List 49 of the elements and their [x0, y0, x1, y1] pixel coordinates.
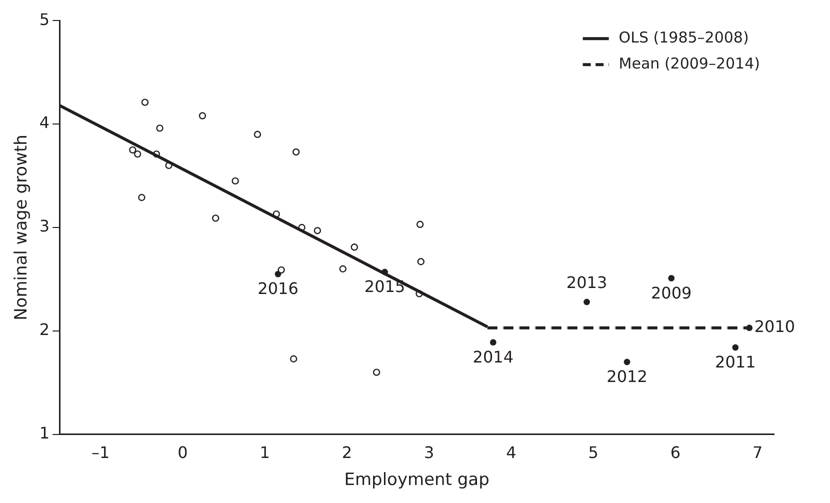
point	[416, 220, 424, 228]
annotation: 2016	[258, 279, 298, 298]
y-tick-label: 4	[39, 113, 50, 132]
point	[372, 368, 380, 376]
x-tick-label: 1	[260, 443, 270, 462]
x-tick-label: 3	[424, 443, 434, 462]
point	[417, 258, 424, 266]
annotation: 2009	[650, 283, 692, 302]
point	[134, 150, 142, 158]
legend-label: Mean (2009–2014)	[618, 54, 760, 72]
point	[198, 112, 206, 120]
point	[138, 194, 146, 202]
point	[668, 274, 675, 282]
point	[212, 214, 220, 222]
point	[232, 177, 239, 185]
point	[141, 98, 149, 106]
x-tick-label: 2	[342, 443, 352, 462]
annotation: 2013	[566, 273, 608, 292]
point	[292, 148, 300, 156]
point	[129, 146, 136, 154]
annotation: 2012	[606, 367, 648, 386]
annotation: 2015	[364, 277, 406, 296]
point	[490, 339, 496, 346]
x-tick-label: –1	[92, 443, 110, 462]
point	[254, 130, 262, 138]
point	[290, 355, 298, 362]
point	[732, 344, 739, 351]
point	[339, 265, 346, 272]
y-tick-label: 5	[39, 10, 50, 29]
x-tick-label: 0	[178, 443, 188, 462]
point	[278, 266, 285, 274]
y-tick-label: 3	[39, 216, 50, 236]
x-tick-label: 4	[506, 443, 516, 462]
point	[350, 244, 358, 251]
x-tick-label: 6	[670, 443, 681, 462]
point	[624, 358, 630, 366]
y-tick-label: 2	[39, 320, 50, 340]
annotation: 2011	[715, 352, 756, 372]
annotation: 2014	[472, 347, 514, 366]
x-tick-label: 5	[588, 443, 598, 462]
point	[314, 227, 322, 234]
point	[156, 124, 164, 132]
y-tick-label: 1	[39, 424, 50, 443]
y-axis-title: Nominal wage growth	[12, 134, 32, 320]
legend-label: OLS (1985–2008)	[618, 28, 749, 46]
point	[584, 298, 590, 306]
annotation: 2010	[754, 317, 796, 336]
x-axis-title: Employment gap	[344, 470, 490, 490]
x-tick-label: 7	[752, 443, 763, 462]
